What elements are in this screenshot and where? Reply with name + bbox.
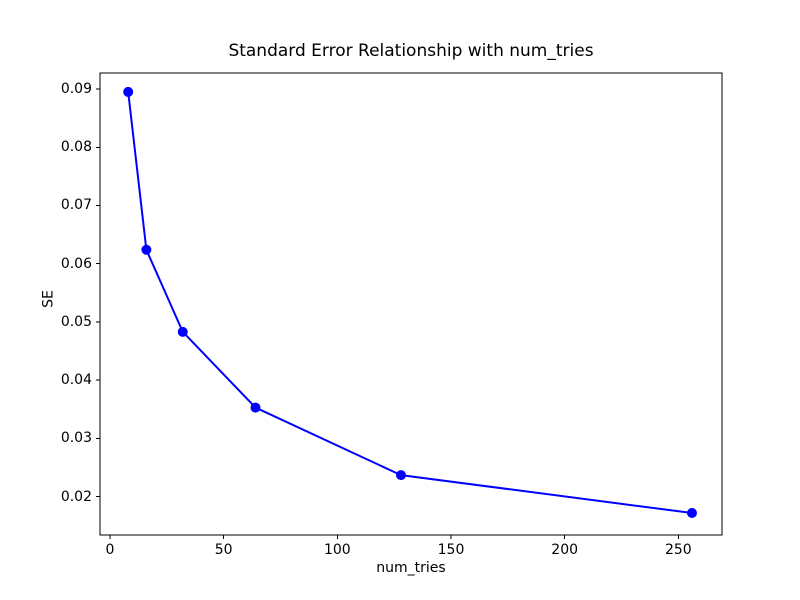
x-axis-label: num_tries: [376, 560, 446, 576]
y-tick-label: 0.09: [60, 81, 92, 97]
data-point: [395, 470, 406, 481]
x-tick-label: 0: [105, 542, 115, 558]
y-tick-label: 0.08: [60, 139, 92, 156]
data-line: [127, 90, 693, 514]
x-tick-label: 100: [323, 542, 351, 558]
data-point: [686, 507, 697, 518]
x-tick-label: 250: [664, 542, 692, 558]
plot-frame: [99, 72, 723, 536]
y-tick-label: 0.05: [60, 313, 92, 330]
data-point: [250, 402, 261, 413]
y-tick-label: 0.04: [60, 372, 92, 389]
data-point: [123, 86, 134, 97]
x-tick-label: 200: [551, 542, 579, 558]
y-tick-label: 0.03: [60, 430, 92, 447]
y-tick-label: 0.06: [60, 255, 92, 272]
data-point: [141, 244, 152, 255]
y-tick-label: 0.02: [60, 488, 92, 505]
y-tick-label: 0.07: [60, 197, 92, 214]
chart-title: Standard Error Relationship with num_tri…: [228, 41, 594, 61]
data-point: [177, 326, 188, 337]
x-tick-label: 50: [214, 542, 233, 558]
x-tick-label: 150: [437, 542, 465, 558]
y-axis-label: SE: [40, 290, 57, 308]
